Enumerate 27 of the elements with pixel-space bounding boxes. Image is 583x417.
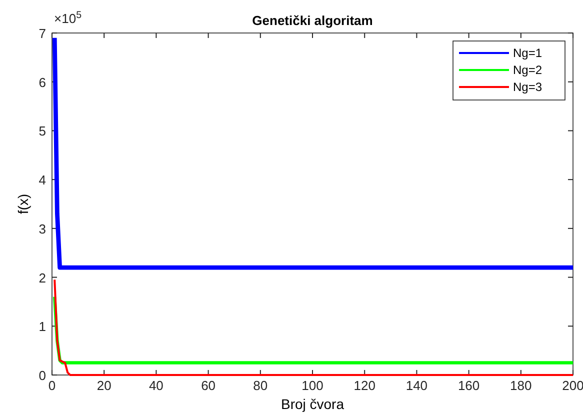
line-series <box>54 278 574 376</box>
x-tick-label: 160 <box>458 378 480 393</box>
x-axis-title: Broj čvora <box>280 396 344 412</box>
x-tick-label: 180 <box>510 378 532 393</box>
x-tick-label: 100 <box>302 378 324 393</box>
x-tick-label: 200 <box>562 378 583 393</box>
y-tick-label: 6 <box>38 74 46 90</box>
y-tick-label: 3 <box>38 221 46 236</box>
x-tick-label: 0 <box>48 378 56 393</box>
legend-label: Ng=3 <box>513 80 542 94</box>
y-tick-label: 5 <box>38 124 46 139</box>
x-tick-label: 80 <box>253 378 268 393</box>
x-tick-label: 60 <box>201 378 216 393</box>
x-tick-label: 120 <box>354 378 376 393</box>
y-axis-title: f(x) <box>15 194 31 214</box>
y-tick-label: 0 <box>38 368 46 383</box>
x-tick-label: 40 <box>148 378 164 393</box>
chart-title: Genetički algoritam <box>252 13 373 28</box>
text: ×10$^{5}$ <box>54 10 82 26</box>
legend-label: Ng=1 <box>513 46 542 60</box>
y-tick-label: 7 <box>38 26 46 41</box>
y-tick-label: 4 <box>38 172 46 188</box>
y-tick-label: 2 <box>38 270 46 286</box>
x-tick-label: 20 <box>96 378 112 393</box>
legend-label: Ng=2 <box>513 63 542 77</box>
y-tick-label: 1 <box>38 319 46 334</box>
x-tick-label: 140 <box>406 378 428 393</box>
